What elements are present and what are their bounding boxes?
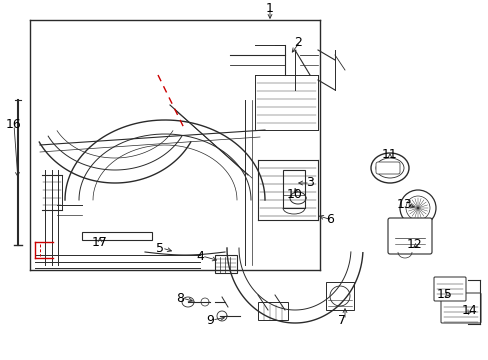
Bar <box>215 255 237 273</box>
Bar <box>82 232 152 240</box>
Text: 14: 14 <box>461 303 477 316</box>
Bar <box>325 282 353 310</box>
Text: 10: 10 <box>286 189 303 202</box>
Text: 2: 2 <box>293 36 301 49</box>
Text: 16: 16 <box>6 118 22 131</box>
Text: 13: 13 <box>396 198 412 211</box>
Circle shape <box>399 190 435 226</box>
FancyBboxPatch shape <box>387 218 431 254</box>
Ellipse shape <box>370 153 408 183</box>
Bar <box>258 302 287 320</box>
FancyBboxPatch shape <box>433 277 465 301</box>
Ellipse shape <box>375 158 403 178</box>
Bar <box>283 170 305 208</box>
Text: 17: 17 <box>92 235 108 248</box>
Text: 15: 15 <box>436 288 452 301</box>
Text: 5: 5 <box>156 242 163 255</box>
Circle shape <box>405 196 429 220</box>
FancyBboxPatch shape <box>440 293 480 323</box>
Text: 4: 4 <box>196 249 203 262</box>
Text: 11: 11 <box>381 148 397 162</box>
Text: 1: 1 <box>265 1 273 14</box>
Text: 12: 12 <box>407 238 422 252</box>
Text: 8: 8 <box>176 292 183 305</box>
Text: 6: 6 <box>325 213 333 226</box>
Text: 9: 9 <box>205 314 214 327</box>
Text: 7: 7 <box>337 314 346 327</box>
Text: 3: 3 <box>305 176 313 189</box>
FancyBboxPatch shape <box>375 162 399 174</box>
